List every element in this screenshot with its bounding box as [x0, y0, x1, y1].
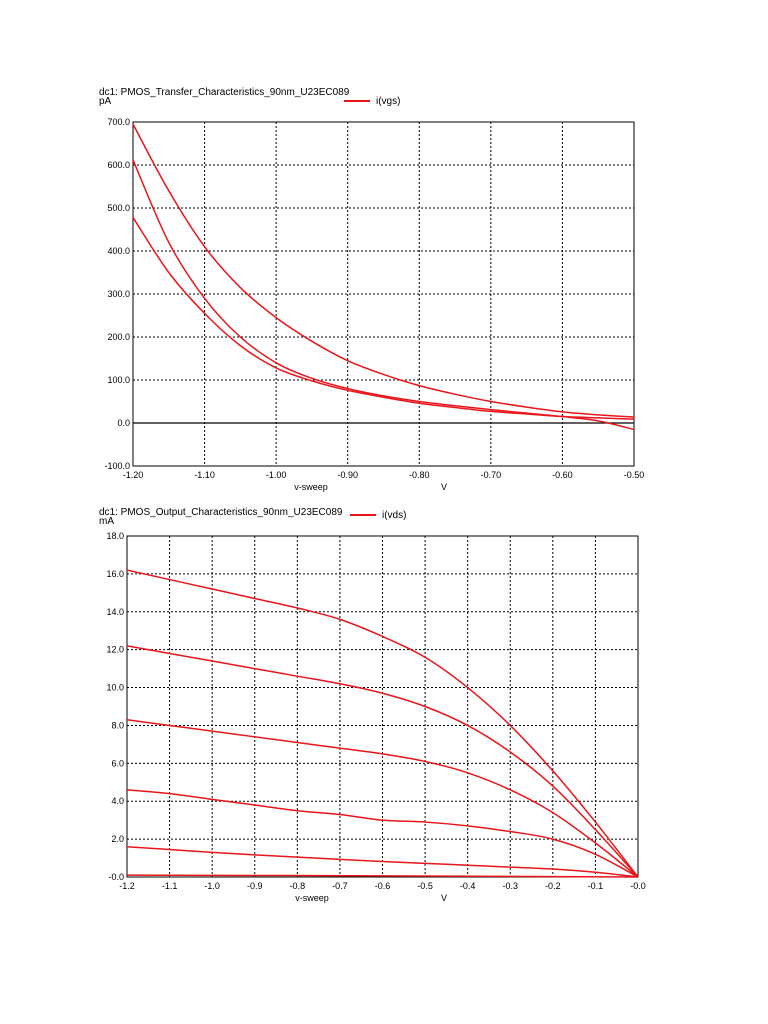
x-tick-label: -1.0 — [204, 881, 220, 891]
x-tick-label: -1.20 — [123, 470, 144, 480]
y-tick-label: 700.0 — [107, 117, 130, 127]
x-tick-label: -1.00 — [266, 470, 287, 480]
x-tick-label: -0.4 — [460, 881, 476, 891]
plot-frame — [126, 535, 639, 878]
y-tick-label: 500.0 — [107, 203, 130, 213]
y-tick-label: 0.0 — [117, 418, 130, 428]
y-tick-label: 16.0 — [106, 569, 124, 579]
x-tick-label: -1.1 — [162, 881, 178, 891]
series-line-1 — [132, 123, 635, 418]
x-tick-label: -0.1 — [588, 881, 604, 891]
legend-label: i(vds) — [382, 510, 407, 521]
plot-frame — [132, 121, 635, 467]
x-tick-label: -0.90 — [337, 470, 358, 480]
output-chart-plot: -1.2 -1.1 -1.0 -0.9 -0.8 -0.7 -0.6 -0.5 -0.4 -0.3… — [106, 531, 646, 903]
y-tick-label: 14.0 — [106, 607, 124, 617]
x-tick-label: -0.8 — [290, 881, 306, 891]
x-axis-unit: V — [441, 482, 447, 492]
transfer-chart-panel: dc1: PMOS_Transfer_Characteristics_90nm_… — [0, 80, 768, 500]
x-tick-label: -0.60 — [552, 470, 573, 480]
output-chart-panel: dc1: PMOS_Output_Characteristics_90nm_U2… — [0, 500, 768, 910]
legend: i(vgs) — [344, 97, 400, 107]
chart-title: dc1: PMOS_Output_Characteristics_90nm_U2… — [99, 507, 343, 518]
y-unit-label: pA — [99, 96, 112, 107]
y-tick-label: 400.0 — [107, 246, 130, 256]
y-tick-label: 10.0 — [106, 683, 124, 693]
series-line-4 — [126, 789, 639, 878]
x-axis-label: v-sweep — [295, 893, 329, 903]
y-tick-label: -100.0 — [104, 461, 130, 471]
x-tick-label: -0.6 — [375, 881, 391, 891]
x-tick-label: -0.2 — [545, 881, 561, 891]
legend-label: i(vgs) — [376, 96, 401, 107]
x-tick-label: -0.9 — [247, 881, 263, 891]
y-tick-label: 12.0 — [106, 645, 124, 655]
chart-title: dc1: PMOS_Transfer_Characteristics_90nm_… — [99, 87, 350, 98]
series-line-5 — [126, 845, 639, 878]
y-tick-label: 100.0 — [107, 375, 130, 385]
x-tick-label: -0.5 — [417, 881, 433, 891]
x-axis-label: v-sweep — [294, 482, 328, 492]
y-tick-label: 300.0 — [107, 289, 130, 299]
series-line-2 — [132, 159, 635, 431]
series-line-1 — [126, 569, 639, 878]
y-tick-label: 2.0 — [111, 834, 124, 844]
y-tick-label: 4.0 — [111, 796, 124, 806]
x-tick-label: -0.80 — [409, 470, 430, 480]
x-tick-label: -1.10 — [194, 470, 215, 480]
grid — [132, 121, 635, 467]
series-line-3 — [126, 719, 639, 878]
x-tick-label: -0.3 — [502, 881, 518, 891]
x-tick-label: -0.7 — [332, 881, 348, 891]
y-tick-label: -0.0 — [108, 872, 124, 882]
series-line-2 — [126, 645, 639, 878]
x-tick-label: -0.70 — [481, 470, 502, 480]
series-line-3 — [132, 217, 635, 420]
x-axis-unit: V — [441, 893, 447, 903]
y-tick-label: 6.0 — [111, 758, 124, 768]
series-line-6 — [126, 874, 639, 878]
transfer-chart-plot: -1.20 -1.10 -1.00 -0.90 -0.80 -0.70 -0.60 -0.50… — [104, 117, 645, 492]
y-tick-label: 200.0 — [107, 332, 130, 342]
x-tick-label: -0.0 — [630, 881, 646, 891]
legend: i(vds) — [350, 511, 406, 521]
y-tick-label: 600.0 — [107, 160, 130, 170]
legend-swatch — [350, 514, 376, 517]
x-tick-label: -1.2 — [119, 881, 135, 891]
y-unit-label: mA — [99, 516, 114, 527]
x-tick-label: -0.50 — [624, 470, 645, 480]
y-tick-label: 18.0 — [106, 531, 124, 541]
legend-swatch — [344, 100, 370, 103]
y-tick-label: 8.0 — [111, 720, 124, 730]
